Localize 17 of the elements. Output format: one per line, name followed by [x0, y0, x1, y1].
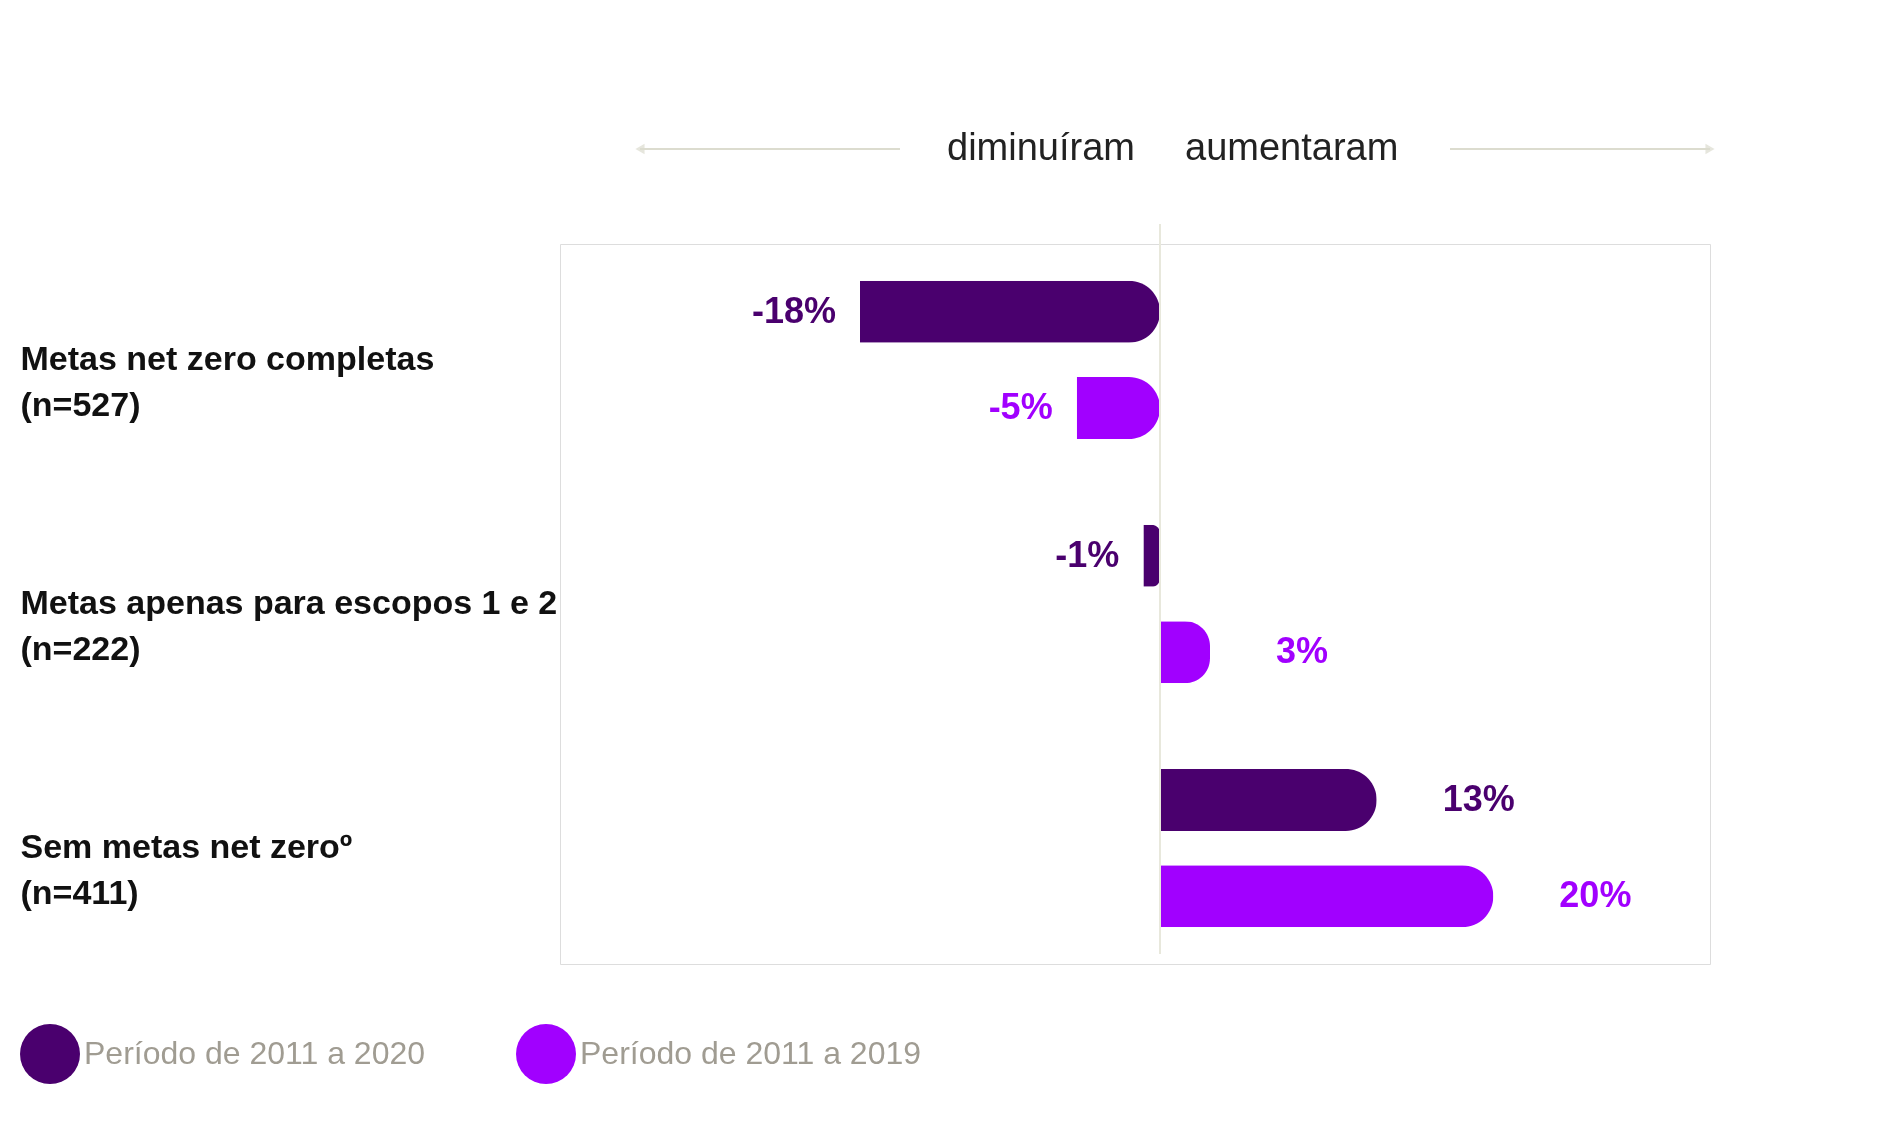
data-label: 3%	[1276, 630, 1329, 672]
bar	[1160, 865, 1494, 928]
data-label: -1%	[1055, 533, 1120, 575]
data-label: -18%	[751, 289, 836, 331]
y-tick-label: Metas apenas para escopos 1 e 2 (n=222)	[20, 583, 558, 667]
legend-label: Período de 2011 a 2019	[580, 1035, 922, 1071]
data-label: 13%	[1442, 777, 1515, 819]
bar	[1076, 377, 1160, 440]
data-label: -5%	[988, 386, 1053, 428]
bar	[860, 280, 1160, 343]
y-tick-label: Metas net zero completas (n=527)	[20, 338, 435, 423]
bar	[1160, 768, 1377, 831]
text: diminuíram	[947, 126, 1135, 168]
y-tick-label: Sem metas net zeroº (n=411)	[20, 827, 353, 912]
text: aumentaram	[1185, 126, 1399, 168]
legend-label: Período de 2011 a 2020	[84, 1035, 426, 1071]
data-label: 20%	[1559, 874, 1632, 916]
